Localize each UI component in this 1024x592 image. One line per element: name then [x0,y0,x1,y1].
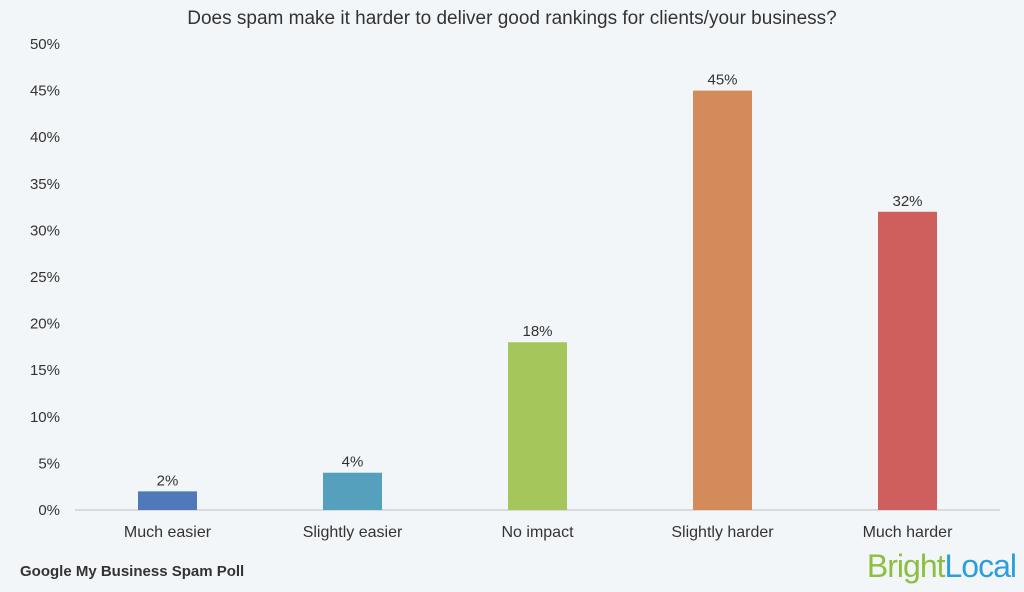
bar-value-label: 2% [157,472,179,489]
y-tick-label: 30% [30,222,60,239]
x-tick-label: Much harder [863,524,953,541]
y-tick-label: 50% [30,36,60,53]
bar-value-label: 18% [522,323,552,340]
y-axis-ticks: 0% 5% 10% 15% 20% 25% 30% 35% 40% 45% 50% [30,36,60,519]
source-label: Google My Business Spam Poll [20,563,245,580]
y-tick-label: 35% [30,176,60,193]
bar [878,211,937,510]
y-tick-label: 40% [30,129,60,146]
bar [323,472,382,510]
bars-group: 2% 4% 18% 45% 32% [138,72,937,510]
bar-value-label: 4% [342,454,364,471]
bar [508,342,567,510]
brand-logo: BrightLocal [866,548,1017,585]
y-tick-label: 45% [30,83,60,100]
y-tick-label: 15% [30,362,60,379]
bar [693,90,752,510]
x-tick-label: No impact [501,524,574,541]
x-tick-label: Slightly easier [303,524,403,541]
bar-value-label: 32% [892,193,922,210]
bar-value-label: 45% [707,72,737,89]
brand-logo-part-2: Local [944,548,1017,584]
y-tick-label: 5% [38,455,60,472]
y-tick-label: 25% [30,269,60,286]
x-axis-ticks: Much easier Slightly easier No impact Sligh… [124,524,953,541]
y-tick-label: 0% [38,502,60,519]
y-tick-label: 10% [30,409,60,426]
x-tick-label: Slightly harder [671,524,774,541]
bar [138,491,197,510]
chart-title: Does spam make it harder to deliver good… [187,8,837,29]
y-tick-label: 20% [30,316,60,333]
brand-logo-part-1: Bright [866,548,946,584]
x-tick-label: Much easier [124,524,212,541]
